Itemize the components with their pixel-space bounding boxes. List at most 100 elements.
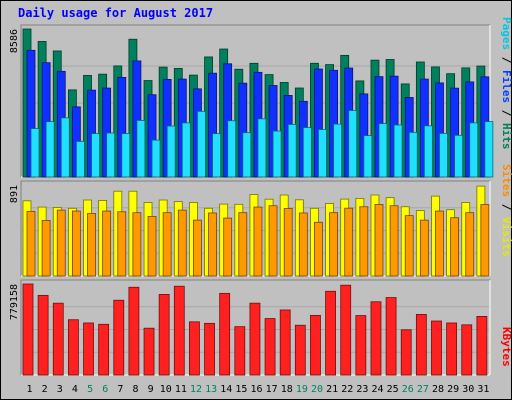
bar-pages-day-5 bbox=[91, 133, 100, 178]
bar-kbytes-day-24 bbox=[370, 301, 382, 376]
bar-sites-day-20 bbox=[314, 221, 323, 277]
bar-pages-day-20 bbox=[318, 129, 327, 178]
x-tick-label: 10 bbox=[160, 384, 172, 395]
bar-kbytes-day-4 bbox=[67, 319, 79, 376]
bar-pages-day-21 bbox=[333, 123, 342, 178]
x-tick-label: 31 bbox=[477, 384, 489, 395]
bar-pages-day-29 bbox=[454, 134, 464, 178]
bar-sites-day-3 bbox=[56, 209, 66, 277]
bar-kbytes-day-2 bbox=[37, 294, 49, 376]
legend-label: Pages / Files / Hits bbox=[500, 17, 512, 150]
x-tick-label: 2 bbox=[42, 384, 48, 395]
bar-pages-day-13 bbox=[212, 133, 221, 178]
chart-title: Daily usage for August 2017 bbox=[18, 6, 213, 20]
x-tick-label: 25 bbox=[387, 384, 399, 395]
bar-pages-day-9 bbox=[151, 139, 161, 178]
x-tick-label: 8 bbox=[132, 384, 138, 395]
bar-sites-day-2 bbox=[41, 220, 51, 277]
legend-segment: KBytes bbox=[500, 327, 512, 367]
bar-sites-day-25 bbox=[389, 205, 399, 277]
bar-pages-day-27 bbox=[423, 125, 433, 178]
bar-kbytes-day-13 bbox=[204, 322, 215, 376]
x-tick-label: 26 bbox=[402, 384, 414, 395]
x-tick-label: 18 bbox=[281, 384, 293, 395]
bar-kbytes-day-8 bbox=[128, 286, 140, 376]
bar-sites-day-19 bbox=[298, 212, 308, 277]
bar-pages-day-22 bbox=[348, 110, 358, 178]
bar-pages-day-10 bbox=[166, 125, 176, 178]
bar-pages-day-12 bbox=[197, 110, 206, 178]
bar-sites-day-6 bbox=[102, 210, 112, 277]
bar-pages-day-16 bbox=[257, 118, 267, 178]
bar-pages-day-17 bbox=[272, 130, 282, 178]
panel-2: 891 Sites / Visits bbox=[9, 164, 512, 277]
bar-kbytes-day-25 bbox=[385, 297, 397, 376]
bar-pages-day-6 bbox=[106, 132, 116, 178]
x-tick-label: 3 bbox=[57, 384, 63, 395]
bar-kbytes-day-12 bbox=[189, 321, 200, 376]
x-tick-label: 5 bbox=[87, 384, 93, 395]
bar-sites-day-8 bbox=[132, 212, 142, 277]
bar-sites-day-16 bbox=[253, 206, 263, 277]
chart-panels: 8586 Pages / Files / Hits 891 Sites / Visit… bbox=[9, 17, 512, 376]
bar-kbytes-day-3 bbox=[52, 302, 64, 376]
series-pages bbox=[30, 110, 494, 178]
x-tick-label: 21 bbox=[326, 384, 338, 395]
bar-kbytes-day-22 bbox=[340, 284, 352, 376]
bar-kbytes-day-11 bbox=[173, 285, 185, 376]
bar-pages-day-15 bbox=[242, 132, 252, 178]
bar-sites-day-28 bbox=[435, 210, 444, 277]
bar-kbytes-day-6 bbox=[98, 323, 110, 376]
bar-kbytes-day-28 bbox=[431, 320, 442, 376]
bar-pages-day-4 bbox=[75, 141, 85, 178]
bar-sites-day-31 bbox=[480, 204, 490, 277]
bar-kbytes-day-14 bbox=[219, 292, 231, 376]
x-tick-label: 22 bbox=[341, 384, 353, 395]
legend-segment: Pages bbox=[500, 17, 512, 50]
legend-segment: Sites bbox=[500, 164, 512, 197]
bar-sites-day-10 bbox=[162, 212, 172, 277]
bar-pages-day-18 bbox=[287, 124, 297, 178]
bar-pages-day-7 bbox=[121, 133, 131, 178]
x-tick-label: 29 bbox=[447, 384, 459, 395]
legend-segment: / bbox=[500, 103, 512, 123]
bar-sites-day-22 bbox=[344, 207, 354, 277]
bar-sites-day-13 bbox=[208, 212, 217, 277]
x-tick-label: 27 bbox=[417, 384, 429, 395]
x-axis-labels: 1 2 3 4 5 6 7 8 9 10 11 12 13 14 15 16 17 18 19 20 21 22 23 24 2… bbox=[27, 384, 490, 395]
bar-sites-day-11 bbox=[177, 209, 187, 277]
bar-sites-day-18 bbox=[283, 208, 293, 277]
bar-kbytes-day-21 bbox=[325, 290, 336, 376]
x-tick-label: 17 bbox=[266, 384, 278, 395]
bar-sites-day-23 bbox=[359, 206, 369, 277]
bar-pages-day-28 bbox=[439, 133, 448, 178]
bar-kbytes-day-31 bbox=[476, 316, 488, 376]
bar-pages-day-19 bbox=[302, 127, 312, 178]
bar-pages-day-24 bbox=[378, 123, 388, 178]
bar-kbytes-day-9 bbox=[143, 327, 155, 376]
bar-pages-day-26 bbox=[408, 131, 418, 178]
bar-pages-day-3 bbox=[60, 117, 70, 178]
x-tick-label: 12 bbox=[190, 384, 202, 395]
x-tick-label: 14 bbox=[220, 384, 232, 395]
bar-sites-day-12 bbox=[193, 219, 202, 277]
x-tick-label: 15 bbox=[235, 384, 247, 395]
bar-kbytes-day-5 bbox=[83, 322, 94, 376]
bar-pages-day-2 bbox=[45, 121, 55, 178]
bar-sites-day-17 bbox=[268, 205, 278, 277]
panel-1: 8586 Pages / Files / Hits bbox=[9, 17, 512, 178]
legend-segment: / bbox=[500, 197, 512, 217]
panel-3: 779158 KBytes bbox=[9, 279, 512, 376]
y-max-label: 891 bbox=[9, 185, 20, 203]
series-kbytes bbox=[22, 283, 488, 376]
bar-sites-day-15 bbox=[238, 212, 248, 277]
bar-pages-day-14 bbox=[227, 120, 237, 178]
x-tick-label: 4 bbox=[72, 384, 78, 395]
x-tick-label: 9 bbox=[148, 384, 154, 395]
bar-pages-day-30 bbox=[469, 122, 479, 178]
bar-sites-day-26 bbox=[404, 215, 414, 277]
bar-pages-day-23 bbox=[363, 135, 373, 178]
bar-kbytes-day-23 bbox=[355, 315, 367, 376]
bar-sites-day-21 bbox=[329, 212, 338, 277]
